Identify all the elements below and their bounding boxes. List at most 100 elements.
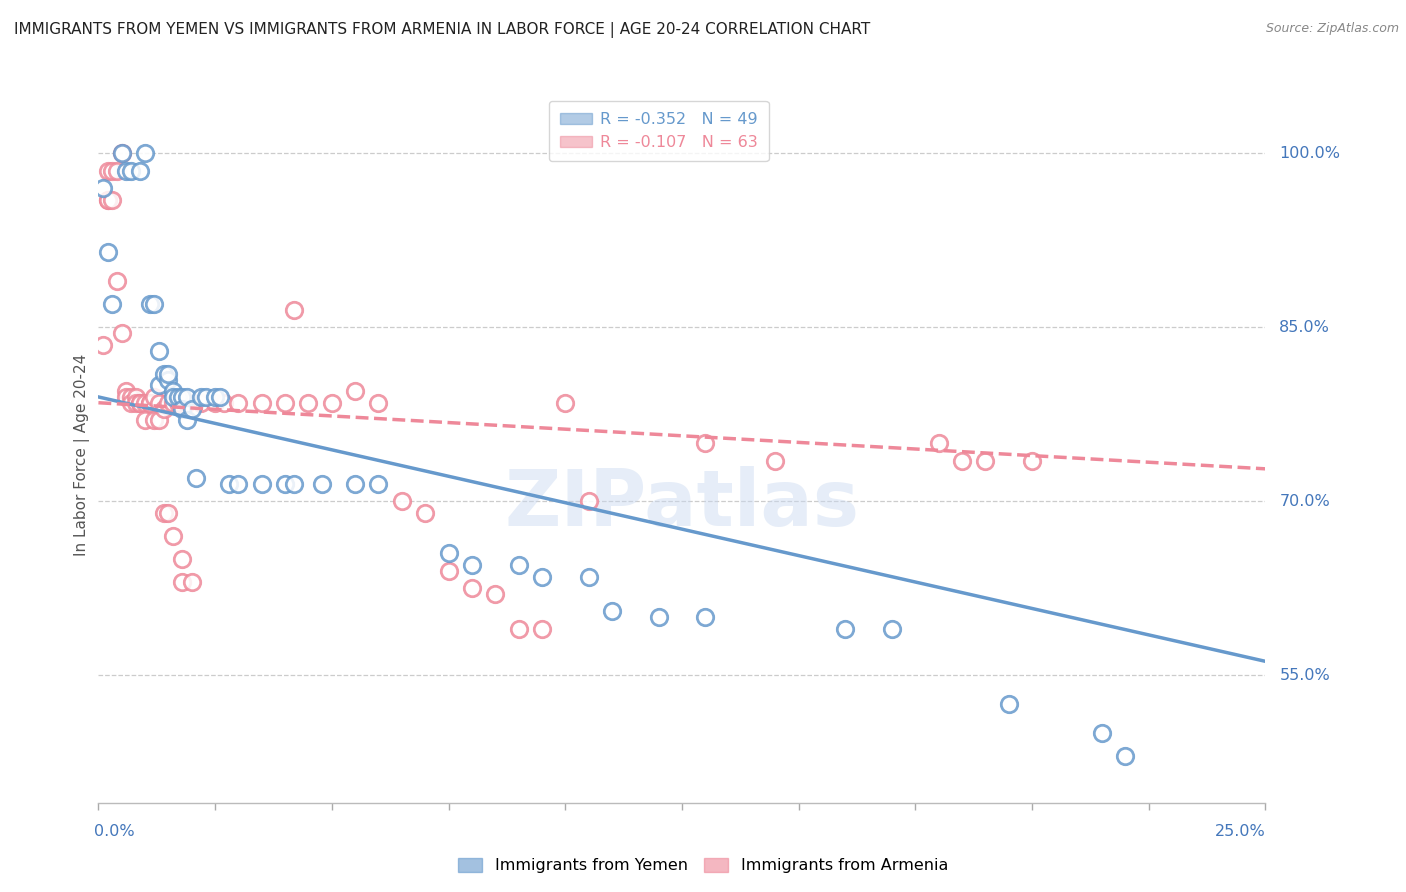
Point [172, 575, 194, 590]
Point [437, 546, 460, 560]
Point [97, 193, 120, 207]
Point [143, 297, 166, 311]
Point [101, 193, 124, 207]
Point [111, 146, 134, 161]
Point [530, 569, 553, 583]
Point [204, 395, 226, 409]
Point [437, 564, 460, 578]
Point [1091, 726, 1114, 740]
Point [928, 436, 950, 450]
Point [134, 146, 156, 161]
Point [283, 476, 305, 491]
Point [129, 164, 152, 178]
Point [344, 384, 367, 398]
Point [484, 587, 506, 601]
Point [97, 244, 120, 259]
Point [162, 390, 184, 404]
Point [214, 395, 236, 409]
Text: 25.0%: 25.0% [1215, 823, 1265, 838]
Text: 0.0%: 0.0% [94, 823, 135, 838]
Point [91, 338, 114, 352]
Point [274, 476, 297, 491]
Point [115, 164, 138, 178]
Point [166, 395, 188, 409]
Point [120, 395, 142, 409]
Point [194, 390, 217, 404]
Legend: R = -0.352   N = 49, R = -0.107   N = 63: R = -0.352 N = 49, R = -0.107 N = 63 [548, 101, 769, 161]
Point [166, 390, 188, 404]
Point [190, 390, 212, 404]
Point [554, 395, 576, 409]
Y-axis label: In Labor Force | Age 20-24: In Labor Force | Age 20-24 [75, 354, 90, 556]
Text: 85.0%: 85.0% [1279, 320, 1330, 334]
Point [97, 193, 120, 207]
Point [344, 476, 367, 491]
Point [105, 274, 128, 288]
Point [880, 622, 903, 636]
Point [297, 395, 319, 409]
Point [139, 395, 162, 409]
Point [367, 395, 389, 409]
Point [152, 506, 174, 520]
Point [176, 390, 198, 404]
Point [283, 303, 305, 318]
Point [91, 181, 114, 195]
Point [250, 476, 273, 491]
Point [143, 390, 166, 404]
Point [157, 372, 180, 386]
Point [162, 395, 184, 409]
Point [695, 436, 717, 450]
Point [176, 395, 198, 409]
Point [139, 395, 162, 409]
Point [129, 395, 152, 409]
Point [530, 622, 553, 636]
Point [152, 401, 174, 416]
Point [391, 494, 413, 508]
Point [600, 605, 623, 619]
Point [834, 622, 856, 636]
Point [997, 698, 1019, 712]
Point [97, 164, 120, 178]
Text: IMMIGRANTS FROM YEMEN VS IMMIGRANTS FROM ARMENIA IN LABOR FORCE | AGE 20-24 CORR: IMMIGRANTS FROM YEMEN VS IMMIGRANTS FROM… [14, 22, 870, 38]
Point [125, 390, 148, 404]
Legend: Immigrants from Yemen, Immigrants from Armenia: Immigrants from Yemen, Immigrants from A… [451, 851, 955, 880]
Point [157, 395, 180, 409]
Point [176, 413, 198, 427]
Point [250, 395, 273, 409]
Point [1114, 749, 1136, 764]
Point [208, 390, 231, 404]
Point [763, 453, 786, 467]
Point [950, 453, 973, 467]
Point [695, 610, 717, 624]
Point [204, 390, 226, 404]
Point [186, 471, 208, 485]
Point [508, 558, 530, 573]
Point [218, 476, 240, 491]
Point [111, 326, 134, 341]
Point [1021, 453, 1043, 467]
Point [190, 395, 212, 409]
Point [461, 558, 484, 573]
Point [180, 575, 202, 590]
Point [172, 390, 194, 404]
Point [274, 395, 297, 409]
Point [367, 476, 389, 491]
Point [508, 622, 530, 636]
Point [148, 413, 170, 427]
Point [101, 297, 124, 311]
Point [120, 390, 142, 404]
Point [461, 582, 484, 596]
Point [974, 453, 997, 467]
Point [413, 506, 436, 520]
Point [321, 395, 343, 409]
Point [134, 413, 156, 427]
Text: 70.0%: 70.0% [1279, 494, 1330, 508]
Point [172, 401, 194, 416]
Point [162, 384, 184, 398]
Point [125, 395, 148, 409]
Point [115, 390, 138, 404]
Point [129, 395, 152, 409]
Point [578, 494, 600, 508]
Point [162, 529, 184, 543]
Point [228, 395, 250, 409]
